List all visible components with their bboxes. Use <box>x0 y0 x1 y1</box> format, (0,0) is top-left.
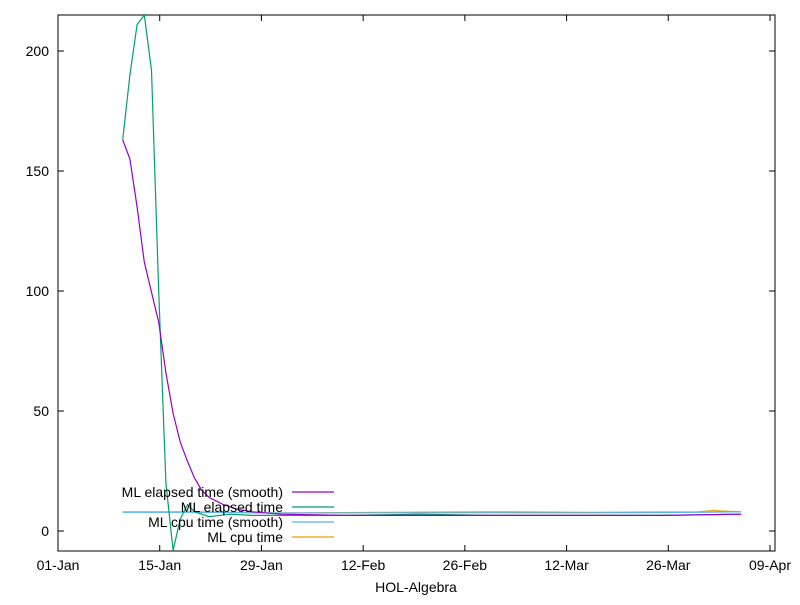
plot-frame <box>57 14 776 552</box>
x-tick-label: 12-Mar <box>544 557 589 573</box>
x-tick-label: 09-Apr <box>749 557 791 573</box>
x-tick-label: 01-Jan <box>37 557 80 573</box>
legend-label: ML cpu time <box>207 529 283 545</box>
y-tick-label: 0 <box>41 523 49 539</box>
y-tick-label: 200 <box>26 43 50 59</box>
x-tick-label: 26-Feb <box>443 557 488 573</box>
legend-label: ML elapsed time (smooth) <box>122 484 283 500</box>
series-line <box>122 511 742 514</box>
legend-label: ML elapsed time <box>181 499 283 515</box>
x-tick-label: 15-Jan <box>138 557 181 573</box>
series-line <box>122 13 742 551</box>
x-tick-label: 26-Mar <box>646 557 691 573</box>
x-axis-label: HOL-Algebra <box>375 579 457 595</box>
legend-label: ML cpu time (smooth) <box>148 514 283 530</box>
y-tick-label: 50 <box>33 403 49 419</box>
x-tick-label: 12-Feb <box>341 557 386 573</box>
x-tick-label: 29-Jan <box>240 557 283 573</box>
series-line <box>122 139 742 517</box>
y-tick-label: 100 <box>26 283 50 299</box>
y-tick-label: 150 <box>26 163 50 179</box>
